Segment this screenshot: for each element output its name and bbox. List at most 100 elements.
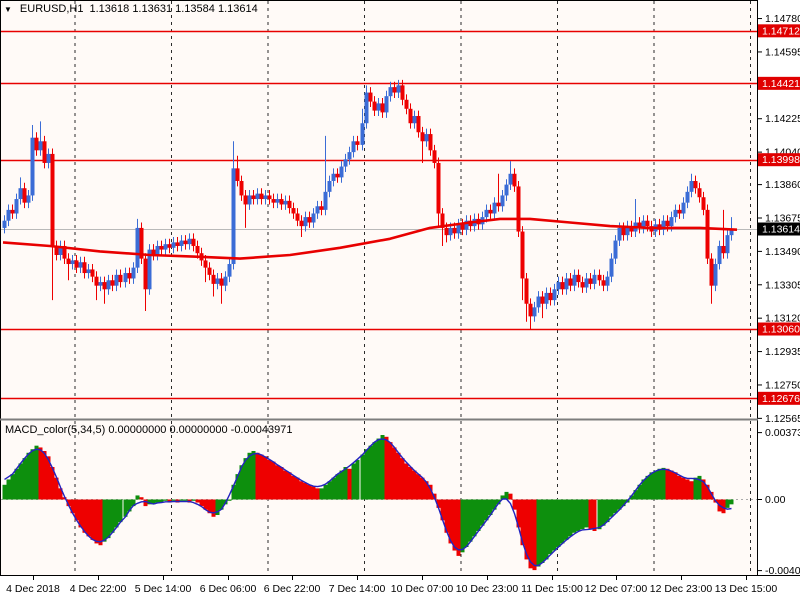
candle-body (94, 276, 99, 286)
candle-body (118, 274, 123, 283)
candle-body (432, 150, 437, 163)
candle-body (171, 242, 176, 248)
candle-body (50, 153, 55, 246)
macd-histogram-bar (468, 499, 473, 542)
candle-body (705, 209, 710, 259)
candle-body (508, 173, 513, 185)
macd-histogram-bar (279, 467, 284, 500)
chevron-down-icon[interactable]: ▼ (4, 4, 12, 14)
candle-body (191, 238, 196, 246)
macd-histogram-bar (90, 499, 95, 540)
candle-body (98, 282, 103, 286)
candle-body (299, 220, 304, 227)
candle-body (488, 209, 493, 214)
macd-histogram-bar (34, 445, 39, 500)
candle-body (645, 220, 650, 227)
time-tick-label: 6 Dec 22:00 (264, 583, 321, 595)
macd-histogram-bar (191, 499, 196, 501)
time-tick-label: 10 Dec 07:00 (391, 583, 454, 595)
candle-body (283, 200, 288, 205)
candle-body (709, 258, 714, 286)
candle-body (339, 166, 344, 178)
candle-body (428, 134, 433, 151)
macd-histogram-bar (436, 499, 441, 508)
macd-histogram-bar (151, 499, 156, 505)
candle-body (572, 274, 577, 286)
candle-body (540, 296, 545, 304)
macd-histogram-bar (123, 499, 128, 517)
macd-histogram-bar (508, 493, 513, 500)
macd-histogram-bar (372, 442, 377, 500)
ohlc-values: 1.13618 1.13631 1.13584 1.13614 (89, 3, 258, 15)
time-tick-label: 10 Dec 23:00 (456, 583, 519, 595)
macd-histogram-bar (641, 479, 646, 500)
macd-histogram-bar (657, 468, 662, 500)
macd-histogram-bar (368, 445, 373, 500)
price-tick-label: 1.12750 (765, 379, 800, 391)
candle-body (147, 249, 152, 290)
candle-body (227, 264, 232, 277)
macd-histogram-bar (673, 472, 678, 500)
macd-histogram-bar (327, 481, 332, 500)
macd-histogram-bar (94, 499, 99, 544)
macd-histogram-bar (343, 467, 348, 500)
macd-histogram-bar (532, 499, 537, 571)
macd-histogram-bar (681, 477, 686, 500)
macd-histogram-bar (147, 499, 152, 505)
macd-histogram-bar (384, 436, 389, 500)
candle-body (625, 226, 630, 236)
candle-body (661, 220, 666, 230)
candle-body (673, 209, 678, 218)
macd-histogram-bar (295, 477, 300, 500)
candle-body (14, 199, 19, 214)
candle-body (331, 173, 336, 181)
macd-histogram-bar (721, 499, 726, 514)
macd-histogram-bar (412, 470, 417, 500)
candle-body (697, 188, 702, 198)
macd-histogram-bar (303, 483, 308, 500)
macd-histogram-bar (46, 456, 51, 500)
macd-histogram-bar (54, 477, 59, 500)
macd-histogram-bar (255, 452, 260, 500)
macd-histogram-bar (605, 499, 610, 523)
macd-histogram-bar (408, 467, 413, 500)
time-tick-label: 11 Dec 15:00 (521, 583, 583, 595)
candle-body (677, 209, 682, 214)
time-tick-label: 6 Dec 06:00 (200, 583, 257, 595)
candle-body (46, 153, 51, 163)
candle-body (38, 141, 43, 151)
macd-histogram-bar (291, 475, 296, 500)
price-badge (758, 391, 800, 405)
macd-histogram-bar (420, 477, 425, 500)
candle-body (364, 92, 369, 124)
macd-histogram-bar (456, 499, 461, 556)
macd-histogram-bar (287, 472, 292, 500)
macd-histogram-bar (601, 499, 606, 526)
macd-histogram-bar (560, 499, 565, 544)
macd-histogram-bar (424, 481, 429, 500)
candle-body (335, 173, 340, 178)
candle-body (713, 264, 718, 286)
macd-histogram-bar (669, 470, 674, 500)
macd-histogram-bar (211, 499, 216, 517)
macd-tick-label: 0.00 (765, 494, 786, 506)
candle-body (159, 245, 164, 250)
macd-histogram-bar (484, 499, 489, 521)
candle-body (307, 217, 312, 223)
candle-body (275, 199, 280, 203)
macd-histogram-bar (689, 481, 694, 500)
macd-histogram-bar (179, 499, 184, 501)
macd-histogram-bar (444, 499, 449, 533)
candle-body (30, 137, 35, 196)
price-tick-label: 1.13860 (765, 179, 800, 191)
macd-histogram-bar (139, 497, 144, 500)
macd-histogram-bar (106, 499, 111, 539)
candle-body (203, 260, 208, 268)
candle-body (135, 227, 140, 268)
price-badge-label: 1.12676 (762, 393, 800, 405)
candle-body (576, 274, 581, 283)
macd-histogram-bar (452, 499, 457, 551)
macd-histogram-bar (504, 491, 509, 500)
candle-body (404, 99, 409, 109)
